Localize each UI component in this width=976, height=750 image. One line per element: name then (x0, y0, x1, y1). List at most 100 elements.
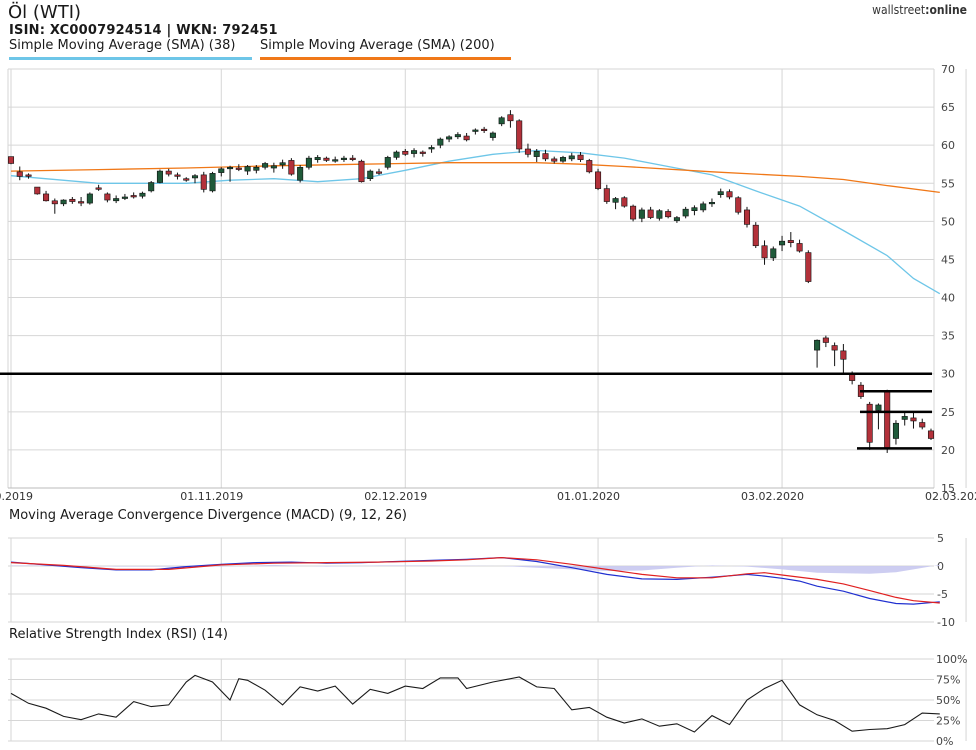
candle-body (183, 178, 190, 181)
candle-body (551, 158, 558, 162)
candle-body (428, 147, 435, 150)
candle-body (498, 117, 505, 125)
candle-body (603, 188, 610, 202)
candle-body (340, 157, 347, 160)
rsi-tick-label: 75% (936, 674, 960, 687)
candle-body (104, 193, 111, 201)
candle-body (43, 193, 50, 202)
y-tick-label: 30 (941, 368, 955, 381)
y-tick-label: 20 (941, 444, 955, 457)
candle-body (630, 205, 637, 220)
candle-body (507, 114, 514, 122)
candle-body (95, 187, 102, 190)
brand-right: online (929, 3, 967, 17)
candle-body (542, 153, 549, 160)
brand-sep: : (925, 3, 930, 17)
candle-body (682, 208, 689, 217)
candle-body (787, 240, 794, 243)
candle-body (411, 150, 418, 154)
candle-body (209, 173, 216, 192)
candle-body (849, 374, 856, 381)
candle-body (559, 157, 567, 162)
macd-tick-label: 5 (937, 532, 944, 545)
candle-body (156, 170, 163, 183)
candle-body (288, 160, 295, 175)
candle-body (200, 174, 207, 190)
rsi-panel-label: Relative Strength Index (RSI) (14) (9, 627, 228, 642)
candle-body (165, 170, 172, 175)
candle-body (621, 197, 628, 207)
candle-body (735, 197, 742, 213)
candle-body (647, 209, 654, 218)
candle-body (927, 430, 935, 439)
candle-body (875, 404, 882, 411)
rsi-line (10, 674, 940, 733)
candle-body (218, 168, 225, 173)
candle-body (463, 135, 470, 141)
instrument-title: Öl (WTI) (8, 2, 82, 23)
candle-body (51, 200, 58, 205)
candle-body (86, 193, 93, 204)
candle-body (595, 171, 602, 189)
rsi-tick-label: 50% (936, 694, 960, 707)
x-tick-label: 01.11.2019 (180, 490, 243, 503)
brand-left: wallstreet (872, 3, 926, 17)
candle-body (910, 417, 917, 422)
candle-body (822, 337, 829, 343)
y-tick-label: 45 (941, 253, 955, 266)
candle-body (743, 209, 751, 225)
rsi-tick-label: 25% (936, 715, 960, 728)
candle-body (297, 166, 304, 181)
candle-body (919, 422, 926, 428)
candle-body (577, 154, 584, 160)
candle-body (323, 157, 330, 161)
legend-sma-200: Simple Moving Average (SMA) (200) (260, 38, 511, 60)
candle-body (332, 159, 339, 162)
candle-body (516, 120, 523, 150)
candle-body (814, 339, 821, 351)
candle-body (305, 157, 312, 168)
candle-body (524, 148, 531, 155)
candle-body (691, 207, 698, 211)
x-tick-label: 02.12.2019 (364, 490, 427, 503)
candle-body (139, 192, 146, 197)
x-tick-label: 03.02.2020 (741, 490, 804, 503)
candle-body (227, 166, 234, 170)
candle-body (638, 209, 645, 219)
candle-body (244, 166, 251, 172)
sma-200-line (10, 162, 940, 194)
sma-38-line (10, 149, 941, 295)
candle-body (393, 151, 400, 158)
candle-body (708, 202, 715, 205)
x-tick-label: 01.01.2020 (557, 490, 620, 503)
x-tick-label: 02.03.2020 (925, 490, 976, 503)
candle-body (892, 422, 899, 439)
macd-tick-label: 0 (937, 560, 944, 573)
candle-body (656, 210, 663, 219)
macd-tick-label: -5 (937, 588, 948, 601)
y-tick-label: 55 (941, 177, 955, 190)
candle-body (805, 252, 812, 282)
candle-body (726, 191, 733, 198)
candle-body (384, 157, 391, 168)
candle-body (901, 416, 908, 420)
legend-sma-38: Simple Moving Average (SMA) (38) (9, 38, 252, 60)
candle-body (191, 175, 199, 179)
candle-body (358, 160, 365, 183)
candle-body (78, 201, 85, 204)
candle-body (673, 217, 680, 221)
candle-body (25, 174, 32, 177)
candle-body (270, 165, 277, 169)
candle-body (60, 199, 67, 205)
y-tick-label: 35 (941, 330, 955, 343)
instrument-ids: ISIN: XC0007924514 | WKN: 792451 (9, 23, 278, 38)
candle-body (717, 191, 724, 195)
candle-body (489, 132, 496, 138)
candle-body (831, 345, 838, 351)
candle-body (279, 162, 286, 166)
brand-logo: wallstreet:online (872, 3, 967, 17)
candle-body (796, 243, 803, 252)
y-tick-label: 70 (941, 63, 955, 76)
candle-body (437, 138, 444, 146)
